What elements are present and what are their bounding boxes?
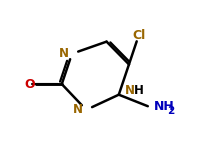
Text: 2: 2: [166, 106, 173, 116]
Text: N: N: [73, 103, 83, 116]
Text: N: N: [124, 84, 134, 97]
Text: N: N: [59, 47, 69, 60]
Text: O: O: [24, 78, 34, 91]
Text: H: H: [134, 84, 143, 97]
Text: NH: NH: [153, 100, 173, 113]
Text: Cl: Cl: [132, 29, 145, 42]
